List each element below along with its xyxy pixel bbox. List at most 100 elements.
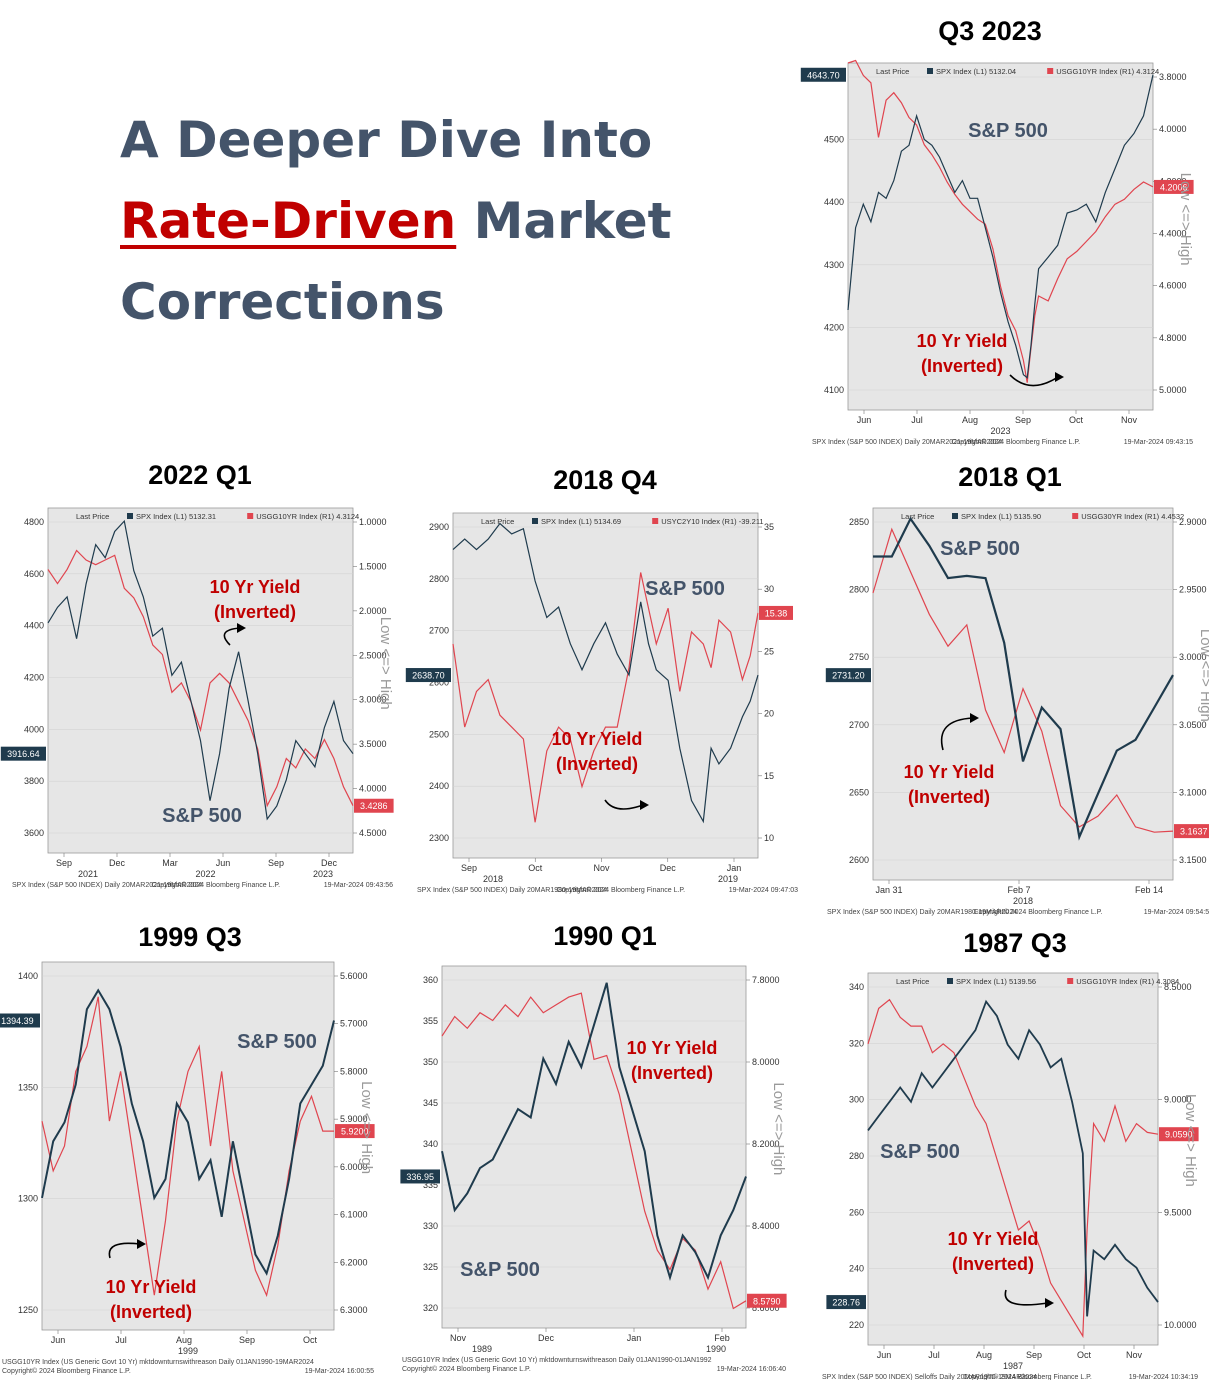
right-tick-label: 8.5000 <box>1164 982 1192 992</box>
legend-entry: USYC2Y10 Index (R1) -39.211 <box>661 517 763 526</box>
legend-entry: USGG10YR Index (R1) 4.3124 <box>1056 67 1159 76</box>
annotation-arrowhead <box>1045 1298 1054 1308</box>
panel-title-q3-2023: Q3 2023 <box>938 16 1042 46</box>
left-tick-label: 4500 <box>824 135 844 145</box>
right-tick-label: 5.8000 <box>340 1066 368 1076</box>
left-tick-label: 2900 <box>429 522 449 532</box>
x-tick-label: Aug <box>176 1335 192 1345</box>
legend-entry: USGG30YR Index (R1) 4.4532 <box>1081 512 1184 521</box>
x-tick-label: Dec <box>321 858 338 868</box>
legend-entry: SPX Index (L1) 5132.31 <box>136 512 216 521</box>
legend-swatch <box>1047 68 1054 74</box>
legend-entry: Last Price <box>76 512 109 521</box>
yield-series-line <box>847 59 1154 383</box>
footer-copyright: Copyright© 2024 Bloomberg Finance L.P. <box>951 438 1080 446</box>
legend-swatch <box>947 978 953 984</box>
yield-series-line <box>452 572 759 823</box>
plot-area <box>872 507 1174 881</box>
left-tick-label: 340 <box>423 1139 438 1149</box>
right-tick-label: 2.5000 <box>359 650 387 660</box>
x-tick-label: Nov <box>1121 415 1138 425</box>
footer-copyright: Copyright© 2024 Bloomberg Finance L.P. <box>974 908 1103 916</box>
spx-last-price-tag <box>800 67 846 82</box>
right-axis-title: Low <=> High <box>377 617 394 710</box>
yield-annotation-line-2: (Inverted) <box>556 754 638 774</box>
x-tick-label: Jan 31 <box>875 885 902 895</box>
right-tick-label: 20 <box>764 709 774 719</box>
legend-entry: SPX Index (L1) 5135.90 <box>961 512 1041 521</box>
right-axis-title: Low <=> High <box>358 1081 375 1174</box>
spx-last-price-label: 228.76 <box>832 1298 860 1308</box>
footer-timestamp: 19-Mar-2024 10:34:19 <box>1129 1374 1198 1380</box>
left-tick-label: 2300 <box>429 833 449 843</box>
x-tick-label: Oct <box>303 1335 318 1345</box>
x-tick-label: Jun <box>877 1350 892 1360</box>
right-axis-title: Low <=> High <box>1182 1094 1199 1187</box>
x-tick-label: Oct <box>528 863 543 873</box>
spx-last-price-tag <box>825 668 871 683</box>
yield-last-price-tag <box>354 798 394 813</box>
main-title: A Deeper Dive Into Rate-Driven Market Co… <box>120 100 740 343</box>
right-tick-label: 8.0000 <box>752 1057 780 1067</box>
right-tick-label: 6.1000 <box>340 1210 368 1220</box>
left-tick-label: 355 <box>423 1016 438 1026</box>
yield-last-price-tag <box>759 605 793 620</box>
right-tick-label: 30 <box>764 584 774 594</box>
x-year-label: 2018 <box>1013 896 1033 906</box>
legend-swatch <box>1072 513 1079 519</box>
right-tick-label: 8.4000 <box>752 1221 780 1231</box>
legend-swatch <box>247 513 254 519</box>
right-tick-label: 35 <box>764 522 774 532</box>
left-tick-label: 340 <box>849 982 864 992</box>
right-tick-label: 7.8000 <box>752 975 780 985</box>
left-tick-label: 240 <box>849 1264 864 1274</box>
chart-panel-1999-q3: 1400 1350 1300 1250 5.6000 5.7000 5.8000 5.9000… <box>0 961 375 1375</box>
legend-swatch <box>952 513 958 519</box>
left-tick-label: 345 <box>423 1098 438 1108</box>
spx-last-price-label: 2638.70 <box>412 671 445 681</box>
spx-annotation: S&P 500 <box>162 805 242 827</box>
x-year-label: 2019 <box>718 874 738 884</box>
panel-title-1987-q3: 1987 Q3 <box>963 928 1067 958</box>
title-line-2-rest: Market <box>456 192 672 250</box>
spx-series-line <box>441 982 747 1281</box>
footer-timestamp: 19-Mar-2024 09:47:03 <box>729 887 798 894</box>
x-year-label: 1987 <box>1003 1361 1023 1371</box>
left-tick-label: 4300 <box>824 260 844 270</box>
left-tick-label: 4400 <box>24 621 44 631</box>
left-tick-label: 2600 <box>429 678 449 688</box>
footer-timestamp: 19-Mar-2024 09:43:15 <box>1124 439 1193 446</box>
x-tick-label: Jul <box>928 1350 940 1360</box>
left-tick-label: 300 <box>849 1095 864 1105</box>
yield-annotation-line-2: (Inverted) <box>908 787 990 807</box>
left-tick-label: 4000 <box>24 724 44 734</box>
x-tick-label: Dec <box>538 1333 555 1343</box>
x-tick-label: Feb <box>714 1333 730 1343</box>
legend-swatch <box>927 68 933 74</box>
footer-source: SPX Index (S&P 500 INDEX) Daily 20MAR198… <box>417 887 607 894</box>
spx-series-line <box>867 999 1159 1317</box>
right-tick-label: 3.8000 <box>1159 72 1187 82</box>
panel-title-1999-q3: 1999 Q3 <box>138 922 242 952</box>
x-tick-label: Oct <box>1069 415 1084 425</box>
x-tick-label: Jul <box>115 1335 127 1345</box>
annotation-arrow <box>223 627 241 646</box>
right-tick-label: 3.1000 <box>1179 787 1207 797</box>
right-tick-label: 25 <box>764 646 774 656</box>
x-tick-label: Dec <box>660 863 677 873</box>
yield-last-price-tag <box>747 1293 787 1308</box>
right-tick-label: 6.2000 <box>340 1257 368 1267</box>
annotation-arrowhead <box>237 623 246 633</box>
spx-last-price-label: 2731.20 <box>832 671 865 681</box>
x-tick-label: Nov <box>593 863 610 873</box>
yield-last-price-label: 15.38 <box>765 608 788 618</box>
yield-last-price-tag <box>1154 179 1194 194</box>
footer-copyright: Copyright© 2024 Bloomberg Finance L.P. <box>963 1373 1092 1380</box>
spx-last-price-tag <box>0 1013 41 1028</box>
x-tick-label: Jul <box>911 415 923 425</box>
spx-annotation: S&P 500 <box>968 120 1048 142</box>
x-year-label: 2022 <box>195 869 215 879</box>
x-tick-label: Dec <box>109 858 126 868</box>
yield-annotation-line-1: 10 Yr Yield <box>552 729 643 749</box>
yield-annotation-line-2: (Inverted) <box>214 602 296 622</box>
